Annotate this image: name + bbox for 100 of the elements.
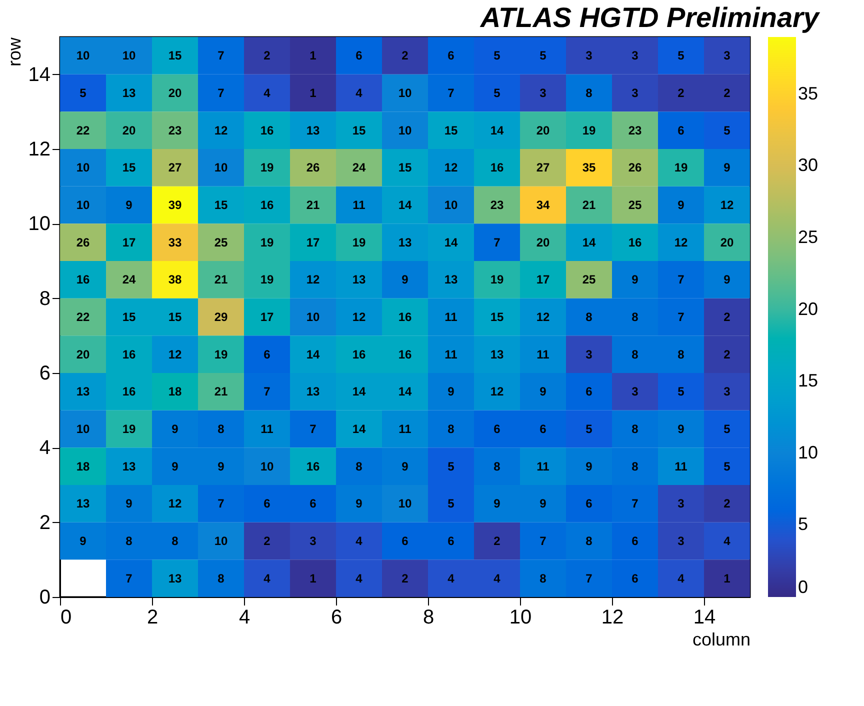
- data-label: 14: [352, 422, 366, 436]
- data-label: 2: [402, 571, 409, 586]
- data-label: 20: [76, 347, 90, 362]
- data-label: 12: [674, 235, 688, 250]
- data-label: 9: [494, 496, 501, 511]
- x-tick-label: 6: [330, 606, 342, 628]
- data-label: 22: [76, 310, 90, 324]
- data-label: 9: [172, 459, 179, 474]
- data-label: 15: [122, 310, 136, 324]
- data-label: 13: [490, 347, 504, 362]
- data-label: 13: [352, 272, 366, 287]
- data-label: 7: [678, 272, 685, 287]
- y-tick-label: 4: [39, 437, 50, 460]
- data-label: 10: [76, 48, 90, 63]
- x-tick-label: 12: [601, 606, 624, 628]
- data-label: 8: [586, 534, 593, 548]
- data-label: 9: [402, 459, 409, 474]
- data-label: 7: [264, 384, 271, 399]
- data-label: 2: [494, 534, 501, 548]
- data-label: 14: [490, 123, 504, 138]
- data-label: 6: [356, 48, 363, 63]
- data-label: 6: [448, 48, 455, 63]
- data-label: 8: [356, 459, 363, 474]
- data-label: 21: [214, 272, 228, 287]
- data-label: 8: [632, 310, 639, 324]
- data-label: 25: [214, 235, 228, 250]
- data-label: 11: [674, 459, 688, 474]
- data-label: 8: [218, 571, 225, 586]
- data-label: 21: [306, 198, 320, 212]
- data-label: 23: [490, 198, 504, 212]
- data-label: 16: [306, 459, 320, 474]
- data-label: 7: [678, 310, 685, 324]
- data-label: 9: [218, 459, 225, 474]
- color-bar-label: 30: [798, 155, 818, 176]
- data-label: 10: [444, 198, 458, 212]
- data-label: 9: [724, 160, 731, 175]
- color-bar-label: 5: [798, 514, 808, 534]
- data-label: 17: [122, 235, 136, 250]
- data-label: 13: [76, 384, 90, 399]
- data-label: 16: [260, 123, 274, 138]
- data-label: 17: [536, 272, 550, 287]
- data-label: 7: [218, 496, 225, 511]
- data-label: 20: [720, 235, 734, 250]
- data-label: 20: [168, 86, 182, 100]
- data-label: 9: [402, 272, 409, 287]
- data-label: 4: [448, 571, 455, 586]
- data-label: 13: [122, 86, 136, 100]
- data-label: 7: [218, 86, 225, 100]
- data-label: 6: [540, 422, 547, 436]
- data-label: 14: [306, 347, 320, 362]
- data-label: 27: [168, 160, 182, 175]
- data-label: 9: [678, 198, 685, 212]
- data-label: 14: [398, 384, 412, 399]
- data-label: 4: [356, 86, 363, 100]
- data-label: 15: [398, 160, 412, 175]
- data-label: 3: [632, 384, 639, 399]
- data-label: 4: [494, 571, 501, 586]
- data-label: 8: [494, 459, 501, 474]
- data-label: 10: [398, 496, 412, 511]
- data-label: 5: [494, 48, 501, 63]
- data-label: 2: [724, 310, 731, 324]
- data-label: 16: [628, 235, 642, 250]
- data-label: 24: [122, 272, 136, 287]
- data-label: 1: [310, 571, 317, 586]
- data-label: 13: [122, 459, 136, 474]
- data-label: 8: [126, 534, 133, 548]
- data-label: 1: [310, 48, 317, 63]
- data-label: 4: [724, 534, 731, 548]
- data-label: 10: [76, 198, 90, 212]
- data-label: 3: [632, 48, 639, 63]
- x-tick-label: 14: [693, 606, 716, 628]
- y-tick-label: 8: [39, 288, 50, 310]
- data-label: 13: [168, 571, 182, 586]
- data-label: 25: [628, 198, 642, 212]
- data-label: 7: [632, 496, 639, 511]
- data-label: 9: [80, 534, 87, 548]
- data-label: 9: [586, 459, 593, 474]
- data-label: 19: [352, 235, 366, 250]
- data-label: 11: [260, 422, 274, 436]
- data-label: 38: [168, 272, 182, 287]
- data-label: 7: [540, 534, 547, 548]
- data-label: 2: [724, 496, 731, 511]
- data-label: 19: [674, 160, 688, 175]
- data-label: 19: [490, 272, 504, 287]
- color-bar-label: 25: [798, 227, 818, 248]
- color-bar-label: 0: [798, 577, 808, 597]
- data-label: 20: [536, 235, 550, 250]
- data-label: 6: [678, 123, 685, 138]
- data-label: 35: [582, 160, 596, 175]
- data-label: 2: [724, 86, 731, 100]
- data-label: 8: [632, 422, 639, 436]
- data-label: 8: [678, 347, 685, 362]
- color-bar-label: 20: [798, 298, 818, 319]
- x-tick-label: 4: [238, 606, 250, 628]
- data-label: 13: [76, 496, 90, 511]
- data-label: 6: [264, 496, 271, 511]
- y-tick-label: 14: [28, 64, 50, 86]
- data-label: 6: [632, 534, 639, 548]
- data-label: 12: [444, 160, 458, 175]
- data-label: 12: [490, 384, 504, 399]
